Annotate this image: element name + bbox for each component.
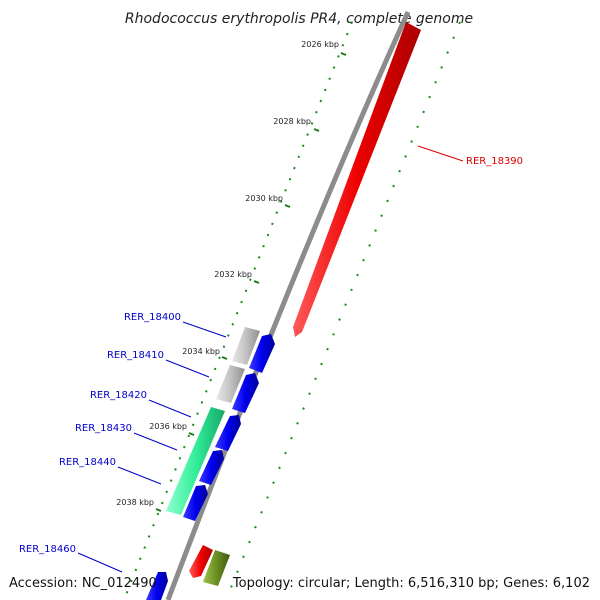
genome-summary-text: Topology: circular; Length: 6,516,310 bp… [232,576,590,591]
label-leader [417,145,464,162]
gene-label-rer-18460[interactable]: RER_18460 [19,544,76,555]
tick-label: 2034 kbp [182,347,220,356]
tick-label: 2038 kbp [116,498,154,507]
feature-grey-1[interactable] [232,327,260,365]
gc-track-inner [225,21,461,600]
feature-olive[interactable] [203,550,230,586]
label-leader [148,399,192,418]
cds-rer-18430[interactable] [199,450,224,485]
tick-mark [188,432,195,436]
label-leader [165,359,210,378]
gene-label-rer-18390[interactable]: RER_18390 [466,156,523,167]
genome-backbone [165,10,411,600]
cds-rer-18410[interactable] [232,373,259,413]
label-leader [133,432,178,451]
gene-label-rer-18400[interactable]: RER_18400 [124,312,181,323]
label-leader [77,552,123,573]
tick-mark [340,52,347,56]
label-leader [117,466,162,485]
gene-label-rer-18410[interactable]: RER_18410 [107,350,164,361]
gc-track-outer [123,21,353,600]
feature-grey-2[interactable] [216,365,245,403]
tick-label: 2026 kbp [301,40,339,49]
tick-mark [221,356,228,360]
tick-label: 2032 kbp [214,270,252,279]
tick-mark [313,128,320,132]
cds-rer-18390[interactable] [293,22,421,337]
gene-label-rer-18420[interactable]: RER_18420 [90,390,147,401]
cds-reverse-small[interactable] [189,545,213,578]
cds-rer-18400[interactable] [249,334,275,373]
feature-green[interactable] [166,407,225,515]
cds-rer-18440[interactable] [183,485,208,521]
cds-rer-18460[interactable] [146,572,168,600]
tick-mark [253,280,260,284]
label-leader [182,321,227,338]
tick-label: 2028 kbp [273,117,311,126]
tick-mark [284,204,291,208]
tick-label: 2030 kbp [245,194,283,203]
cds-rer-18420[interactable] [215,415,241,451]
tick-mark [155,508,162,512]
accession-text: Accession: NC_012490 [9,576,157,591]
map-title: Rhodococcus erythropolis PR4, complete g… [125,11,473,27]
gene-label-rer-18440[interactable]: RER_18440 [59,457,116,468]
gene-label-rer-18430[interactable]: RER_18430 [75,423,132,434]
tick-label: 2036 kbp [149,422,187,431]
